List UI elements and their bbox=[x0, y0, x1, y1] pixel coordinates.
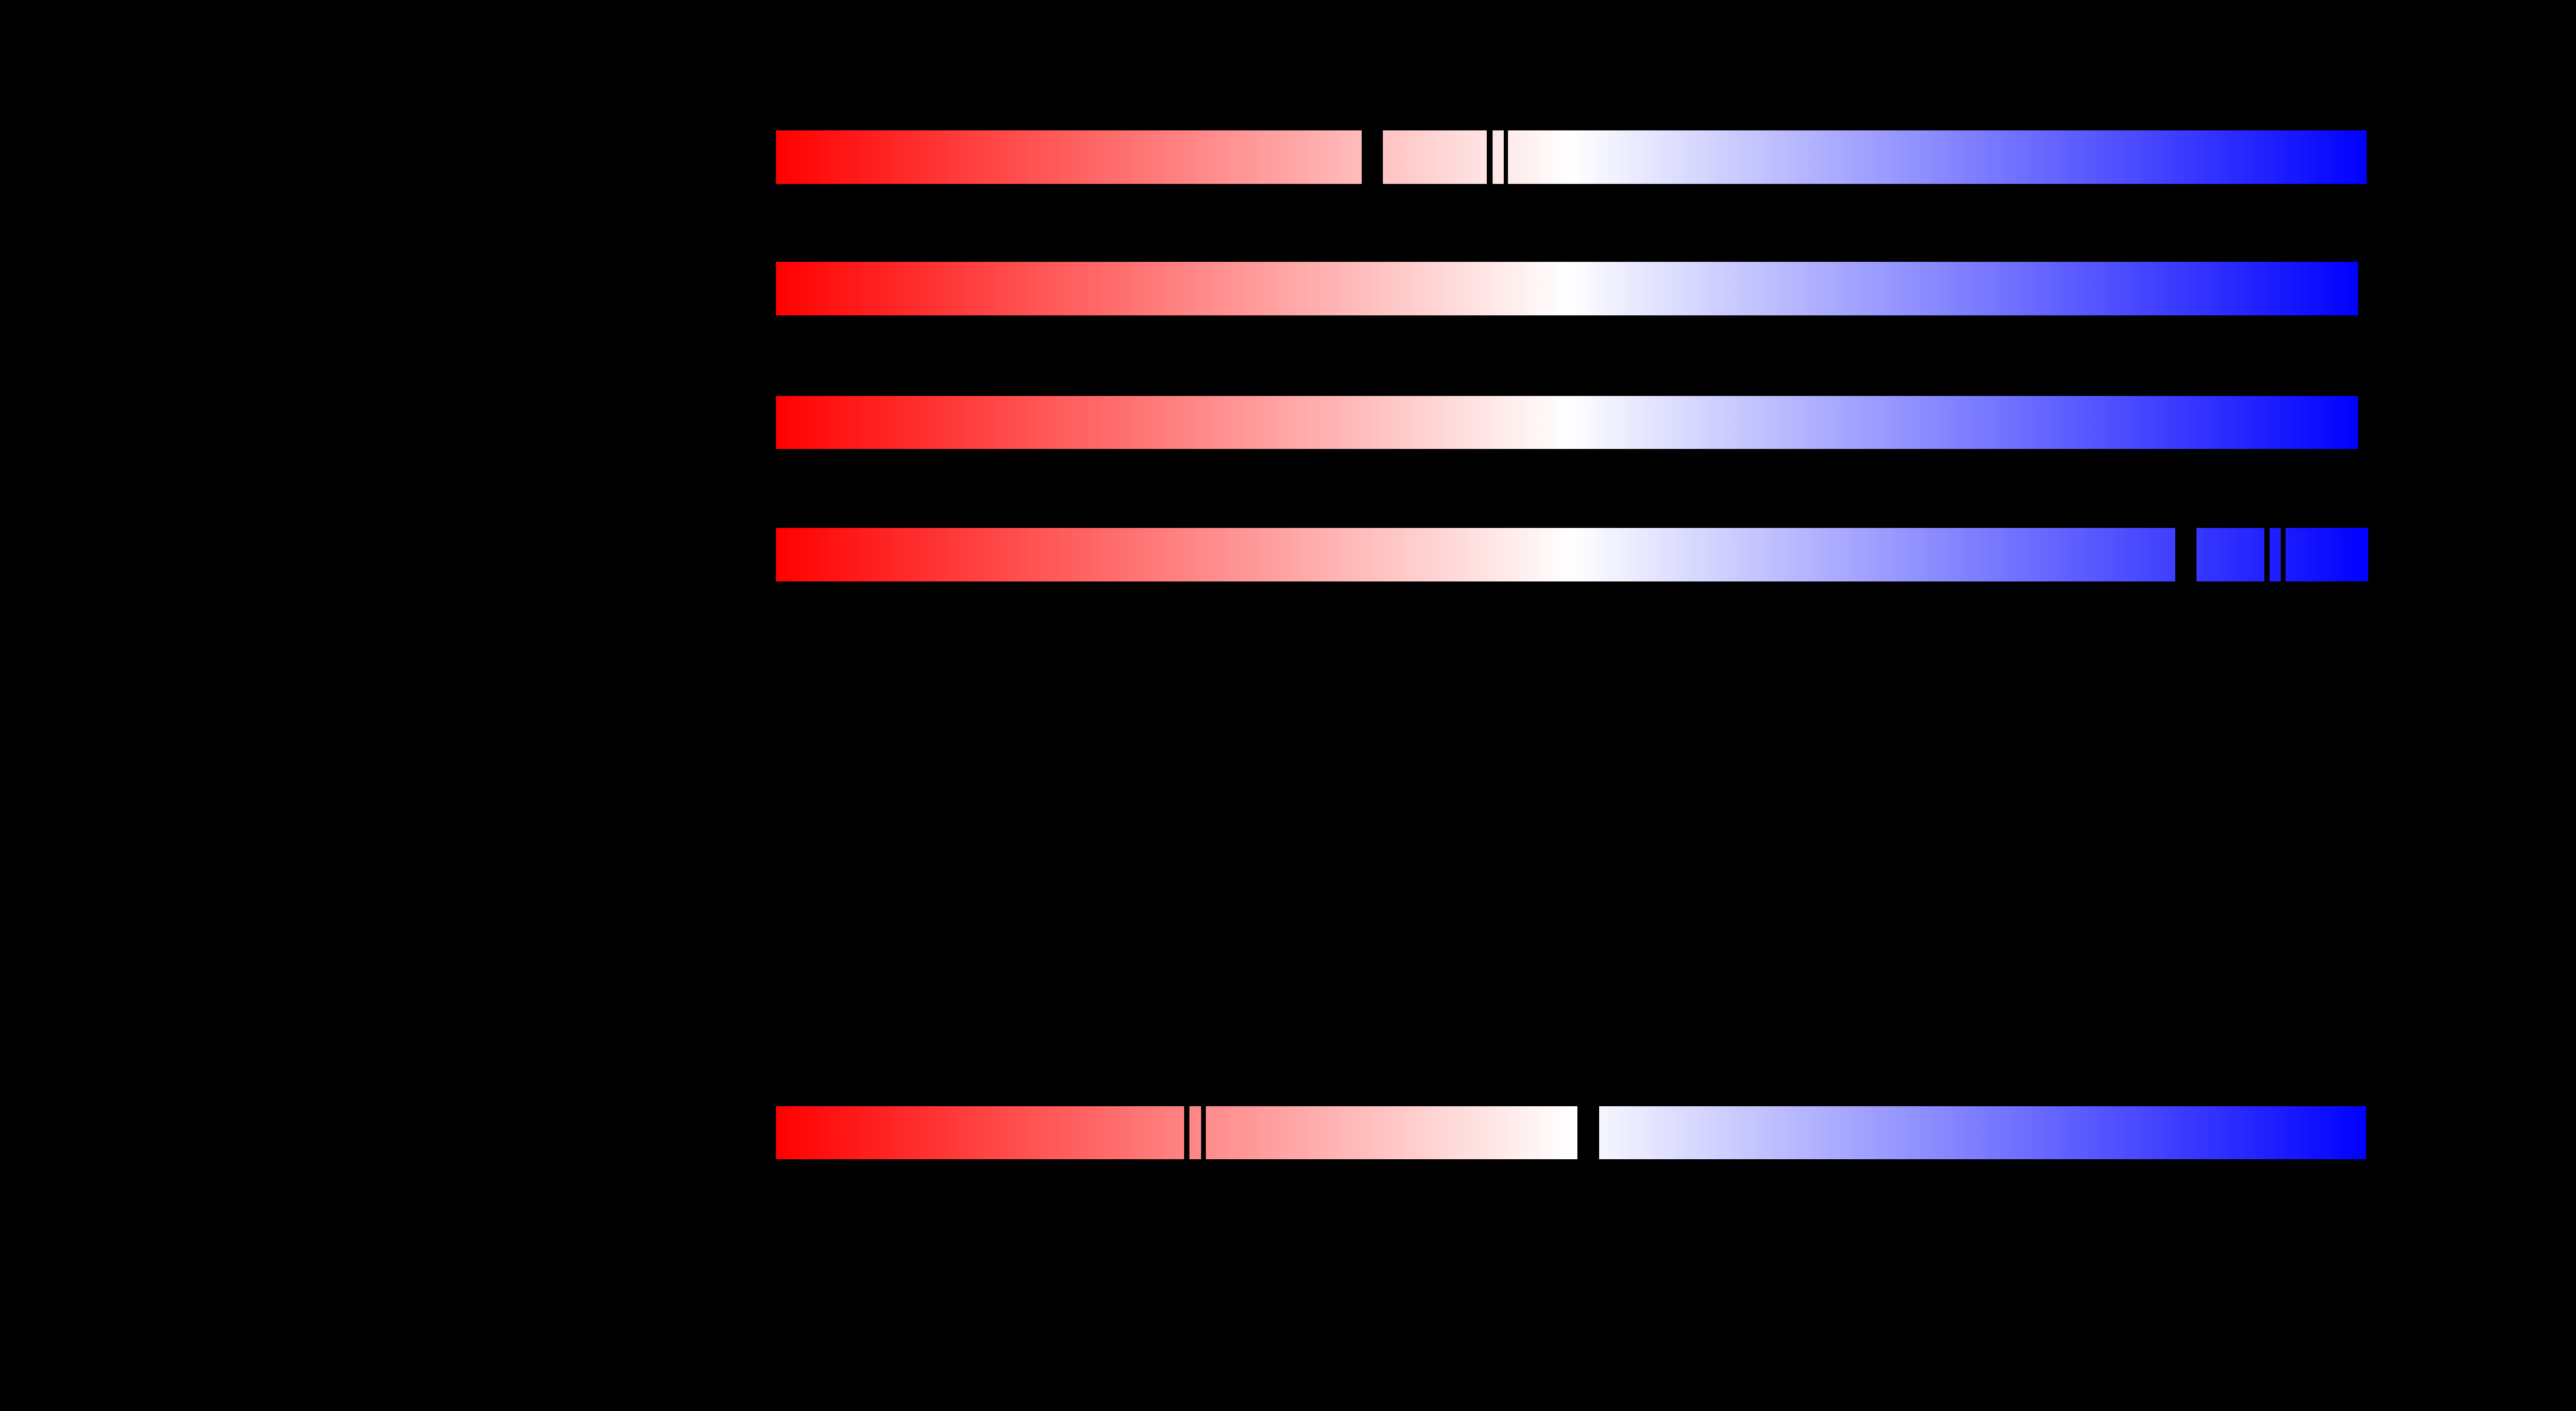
gradient-bar-row-2 bbox=[776, 262, 2358, 315]
bar-gap bbox=[2264, 527, 2270, 582]
gradient-bar-row-4 bbox=[776, 527, 2368, 582]
bar-gap bbox=[1184, 1106, 1189, 1160]
bar-gap bbox=[1504, 130, 1508, 184]
bar-gap bbox=[1201, 1106, 1206, 1160]
gradient-bar-row-5 bbox=[776, 1106, 2366, 1160]
bar-gap bbox=[1577, 1106, 1599, 1160]
bar-gap bbox=[2175, 527, 2196, 582]
bar-gap bbox=[1362, 130, 1383, 184]
bar-gap bbox=[2281, 527, 2286, 582]
gradient-bar-row-3 bbox=[776, 396, 2358, 449]
bar-gap bbox=[1487, 130, 1493, 184]
gradient-bar-row-1 bbox=[776, 130, 2367, 184]
